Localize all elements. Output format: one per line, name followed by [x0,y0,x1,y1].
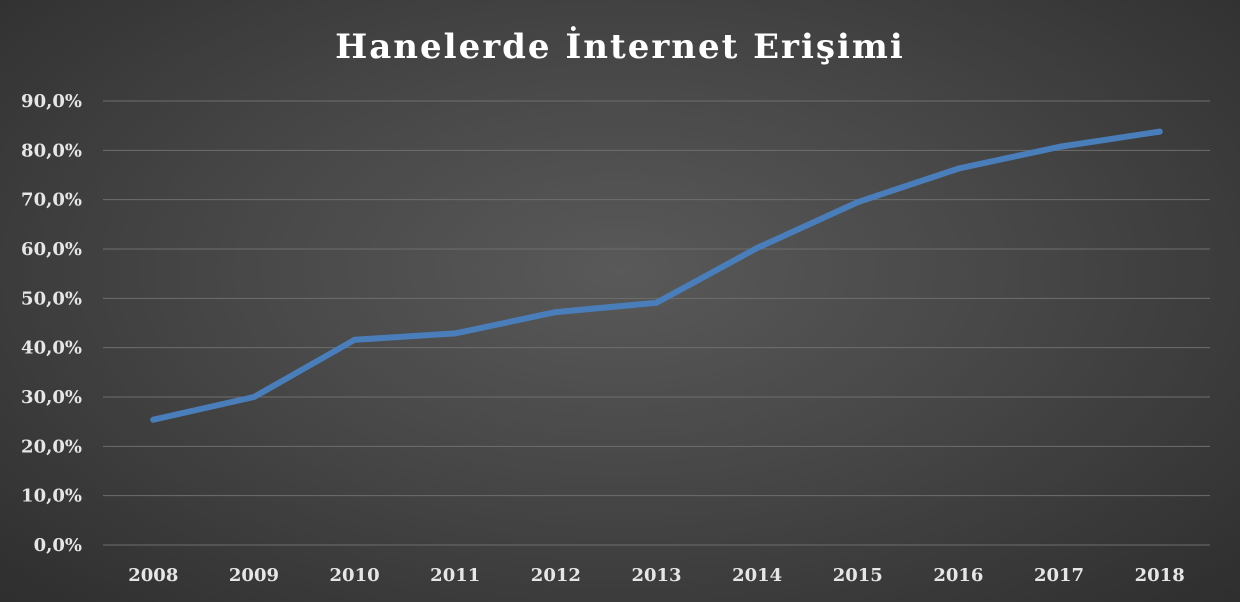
data-point [653,299,660,306]
data-point [754,245,761,252]
data-point [452,330,459,337]
x-tick-label: 2010 [330,565,380,586]
gridlines [103,100,1210,546]
data-point [150,416,157,423]
x-tick-label: 2011 [430,565,480,586]
data-point [955,165,962,172]
y-axis-ticks: 0,0% 10,0% 20,0% 30,0% 40,0% 50,0% 60,0% 70,0% 8… [21,91,82,556]
y-tick-label: 50,0% [21,288,82,309]
y-tick-label: 10,0% [21,486,82,507]
y-tick-label: 60,0% [21,239,82,260]
x-tick-label: 2013 [631,565,681,586]
series-layer [150,128,1163,423]
x-tick-label: 2017 [1034,565,1084,586]
data-point [854,199,861,206]
x-tick-label: 2012 [531,565,581,586]
y-tick-label: 30,0% [21,387,82,408]
data-point [552,309,559,316]
y-tick-label: 20,0% [21,436,82,457]
x-tick-label: 2018 [1135,565,1185,586]
data-point [351,336,358,343]
chart-title: Hanelerde İnternet Erişimi [335,26,905,67]
x-tick-label: 2009 [229,565,279,586]
x-tick-label: 2016 [933,565,983,586]
data-point [1056,143,1063,150]
x-tick-label: 2008 [128,565,178,586]
data-point [1156,128,1163,135]
x-tick-label: 2014 [732,565,782,586]
y-tick-label: 0,0% [34,535,82,556]
x-axis-ticks: 2008 2009 2010 2011 2012 2013 2014 2015 2016 2017… [128,565,1184,586]
y-tick-label: 90,0% [21,91,82,112]
series-line [150,128,1163,423]
y-tick-label: 70,0% [21,190,82,211]
x-tick-label: 2015 [833,565,883,586]
y-tick-label: 40,0% [21,338,82,359]
y-tick-label: 80,0% [21,140,82,161]
data-point [250,394,257,400]
